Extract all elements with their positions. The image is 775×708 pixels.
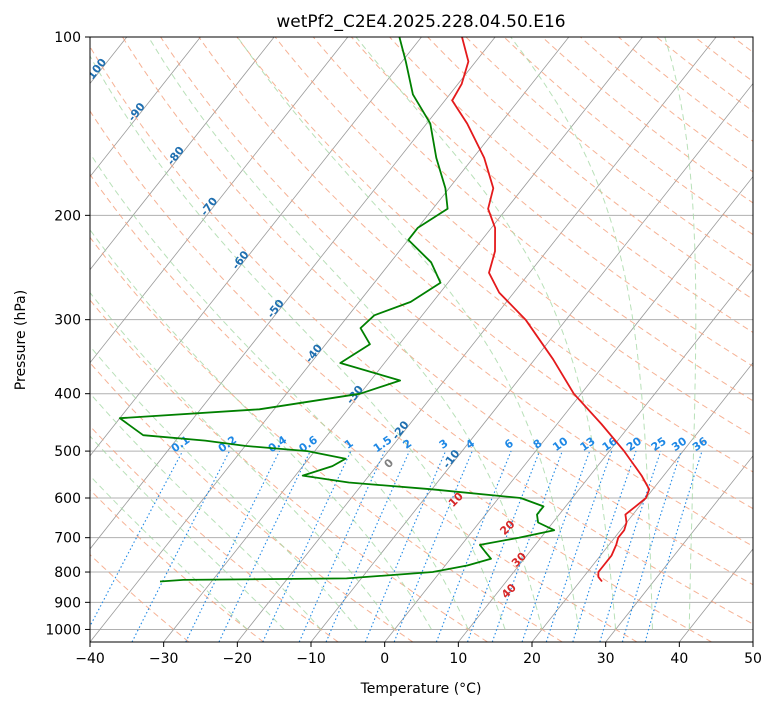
mixing-ratio-line [491, 450, 563, 642]
isotherm-line [458, 269, 753, 642]
moist-adiabat-line [90, 345, 359, 630]
chart-title: wetPf2_C2E4.2025.228.04.50.E16 [276, 12, 565, 32]
x-tick-label: 40 [670, 651, 688, 667]
mixing-ratio-line [185, 450, 280, 642]
dry-adiabat-line [541, 37, 753, 204]
plot-frame [89, 36, 754, 643]
y-tick-label: 300 [54, 313, 81, 329]
moist-adiabat-line [90, 228, 432, 630]
dry-adiabat-line [503, 37, 753, 236]
x-tick-label: −30 [149, 651, 179, 667]
x-axis-label: Temperature (°C) [360, 681, 482, 697]
dry-adiabat-line [90, 299, 488, 642]
dry-adiabat-line [90, 45, 753, 625]
dry-adiabat-line [351, 37, 753, 367]
y-tick-label: 500 [54, 444, 81, 460]
moist-adiabat-line [664, 37, 697, 630]
dry-adiabat-line [312, 37, 753, 402]
mixing-ratio-line [545, 450, 613, 642]
isotherm-line [90, 37, 275, 271]
dry-adiabat-line [580, 37, 753, 173]
isotherm-line [90, 37, 349, 364]
mixing-ratio-line [466, 450, 541, 642]
x-tick-label: −20 [223, 651, 253, 667]
x-tick-label: −10 [296, 651, 326, 667]
dewpoint-profile-line [118, 37, 556, 583]
x-tick-label: 50 [744, 651, 762, 667]
mixing-ratio-line [298, 450, 386, 642]
moist-adiabat-line [90, 291, 396, 630]
mixing-ratio-line [644, 450, 703, 642]
profile-series [118, 37, 651, 583]
mixing-ratio-line [572, 450, 637, 642]
dry-adiabat-line [90, 110, 712, 642]
y-tick-label: 200 [54, 208, 81, 224]
mixing-ratio-line [90, 450, 184, 628]
y-axis-label: Pressure (hPa) [13, 290, 29, 390]
dry-adiabat-line [90, 236, 563, 642]
moist-adiabat-line [510, 37, 653, 630]
x-tick-label: −40 [75, 651, 105, 667]
y-tick-label: 400 [54, 387, 81, 403]
dry-adiabat-line [274, 37, 753, 437]
moist-adiabat-line [90, 475, 248, 630]
y-tick-label: 1000 [45, 622, 81, 638]
mixing-ratio-line [393, 450, 473, 642]
y-tick-label: 800 [54, 565, 81, 581]
moist-adiabat-line [147, 37, 543, 630]
dry-adiabat-line [198, 37, 753, 510]
isotherm-line [90, 37, 570, 642]
isotherm-line [531, 362, 753, 642]
dry-adiabat-line [771, 37, 775, 642]
moist-adiabat-line [237, 37, 580, 630]
moist-adiabat-line [90, 152, 469, 630]
isotherm-line [163, 37, 643, 642]
mixing-ratio-line [435, 450, 512, 642]
moist-adiabat-line [355, 37, 617, 630]
isotherm-line [384, 175, 753, 642]
x-tick-label: 20 [523, 651, 541, 667]
background-lines [90, 37, 775, 642]
y-tick-label: 600 [54, 491, 81, 507]
dry-adiabat-line [122, 37, 753, 586]
axis-ticks: −40 −30 −20 −10 0 10 20 30 40 50 100 200 300 400 500 60… [45, 30, 762, 667]
isotherm-line [90, 37, 496, 550]
x-tick-label: 0 [380, 651, 389, 667]
dry-adiabat-line [90, 425, 339, 642]
mixing-ratio-line [521, 450, 591, 642]
y-tick-label: 700 [54, 531, 81, 547]
dry-adiabat-line [236, 37, 753, 473]
y-tick-label: 900 [54, 595, 81, 611]
isotherm-line [90, 37, 422, 457]
dry-adiabat-line [465, 37, 753, 268]
isotherm-line [605, 455, 753, 642]
x-tick-label: 30 [597, 651, 615, 667]
mixing-ratio-line [599, 450, 662, 642]
mixing-ratio-line [364, 450, 447, 642]
plot-background [90, 37, 753, 642]
mixing-ratio-line [621, 450, 682, 642]
isotherm-line [237, 37, 717, 642]
mixing-ratio-line [325, 450, 410, 642]
temperature-profile-line [451, 37, 651, 583]
x-tick-label: 10 [449, 651, 467, 667]
isotherm-line [752, 641, 753, 642]
isotherm-line [90, 37, 201, 178]
moist-adiabat-line [90, 54, 506, 630]
y-tick-label: 100 [54, 30, 81, 46]
